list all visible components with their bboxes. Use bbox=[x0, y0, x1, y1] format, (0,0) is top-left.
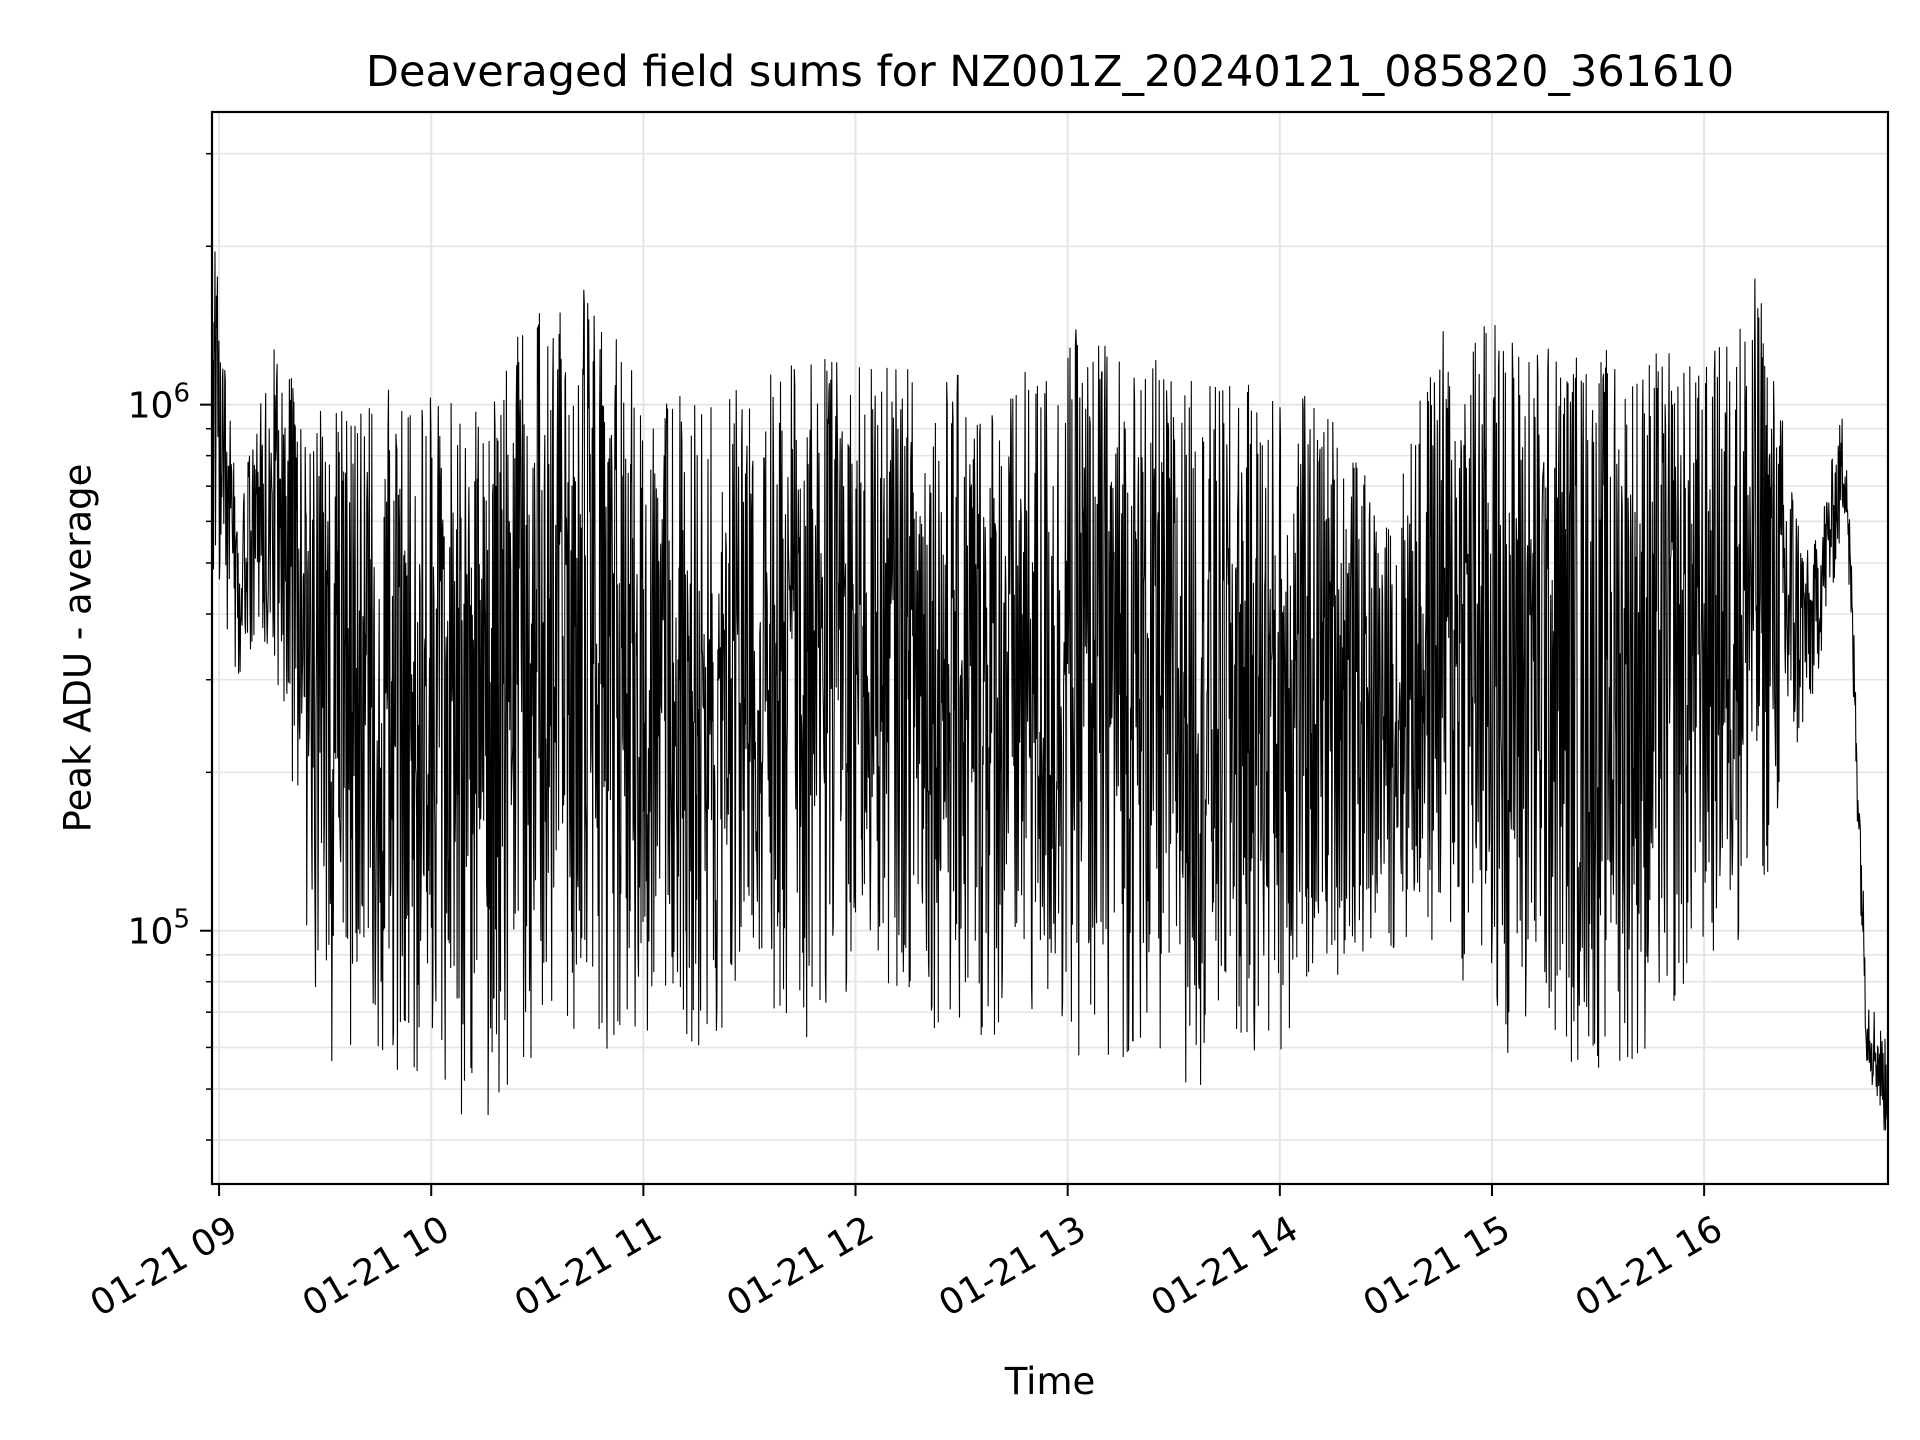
chart-title: Deaveraged field sums for NZ001Z_2024012… bbox=[366, 47, 1734, 97]
x-axis-label: Time bbox=[1004, 1360, 1096, 1403]
plot-frame bbox=[210, 110, 1890, 1186]
series-layer bbox=[211, 251, 1889, 1139]
series-line bbox=[211, 251, 1889, 1139]
y-ticks: 105 106 bbox=[128, 152, 212, 1141]
y-axis-label: Peak ADU - average bbox=[57, 464, 100, 833]
y-tick-label: 105 bbox=[128, 905, 190, 953]
y-tick-label: 106 bbox=[128, 379, 190, 427]
